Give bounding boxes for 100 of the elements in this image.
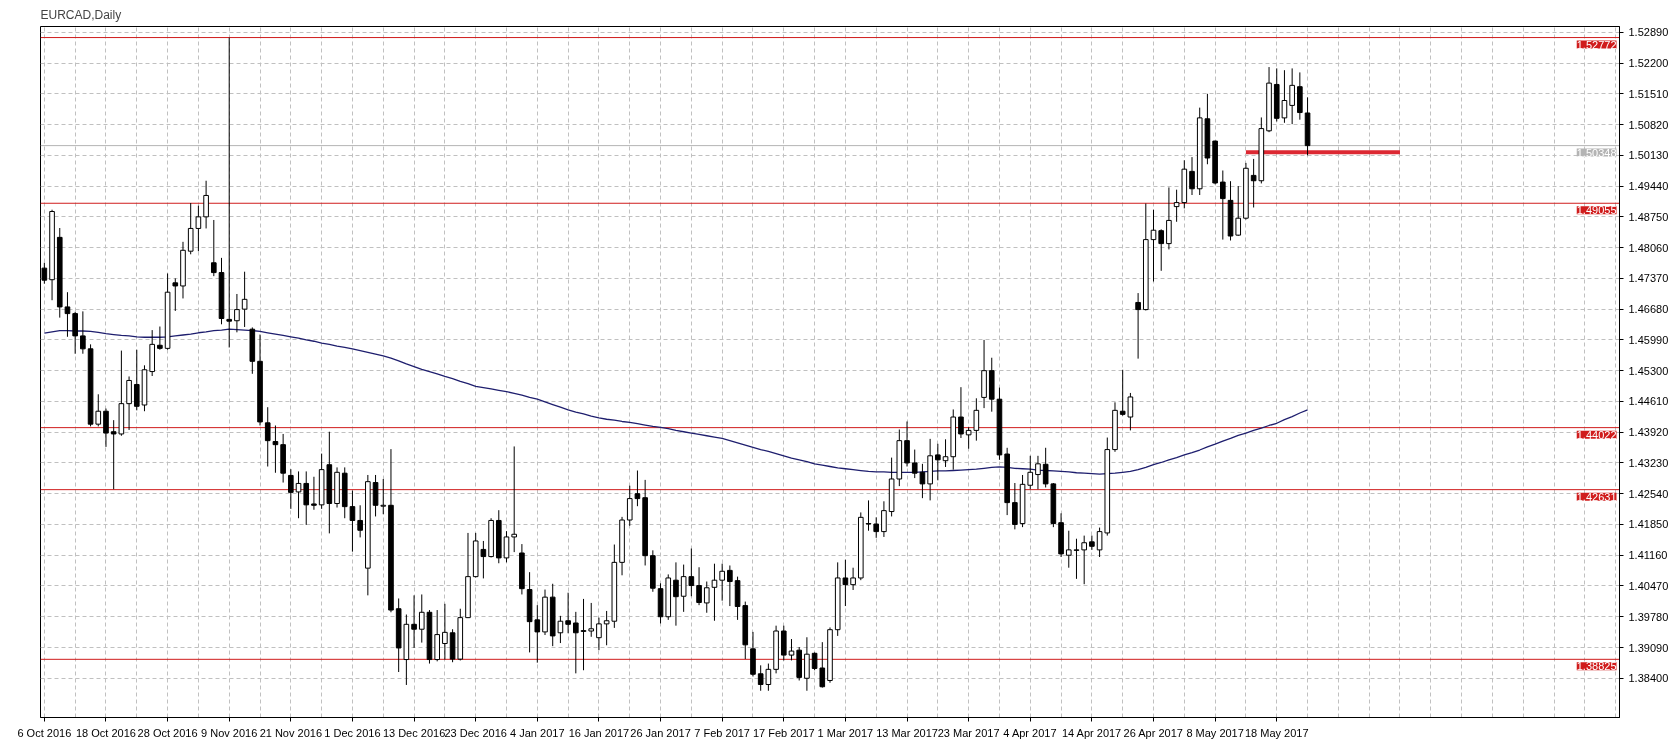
candlestick bbox=[1289, 67, 1295, 125]
candlestick bbox=[1135, 292, 1141, 360]
y-tick-label: 1.50820 bbox=[1628, 118, 1669, 131]
candlestick bbox=[1073, 538, 1080, 580]
candlestick bbox=[511, 445, 518, 553]
x-tick-label: 1 Mar 2017 bbox=[817, 726, 874, 739]
y-tick-label: 1.45300 bbox=[1628, 364, 1669, 377]
x-tick-label: 23 Mar 2017 bbox=[937, 726, 1000, 739]
chart-title: EURCAD,Daily bbox=[40, 7, 122, 22]
ref-line-label: 1.38825 bbox=[1576, 660, 1617, 673]
candlestick bbox=[865, 499, 872, 532]
x-tick-label: 28 Oct 2016 bbox=[137, 726, 198, 739]
ref-line-label: 1.52772 bbox=[1576, 38, 1617, 51]
candlestick bbox=[696, 566, 702, 606]
candlestick bbox=[418, 593, 425, 644]
candlestick bbox=[234, 293, 240, 333]
candlestick bbox=[226, 37, 233, 348]
candlestick bbox=[1235, 185, 1242, 237]
x-tick-label: 13 Dec 2016 bbox=[382, 726, 446, 739]
candlestick bbox=[295, 470, 302, 519]
y-tick-label: 1.42540 bbox=[1628, 487, 1669, 500]
x-tick-label: 14 Apr 2017 bbox=[1061, 726, 1122, 739]
candlestick bbox=[1166, 186, 1172, 250]
candlestick bbox=[881, 500, 887, 538]
x-tick-label: 21 Nov 2016 bbox=[259, 726, 323, 739]
ref-line-label: 1.42631 bbox=[1576, 490, 1617, 503]
x-tick-label: 6 Oct 2016 bbox=[17, 726, 72, 739]
candlestick bbox=[703, 581, 710, 614]
candlestick bbox=[210, 219, 217, 277]
candlestick bbox=[241, 271, 248, 328]
y-tick-label: 1.50130 bbox=[1628, 149, 1669, 162]
x-tick-label: 1 Dec 2016 bbox=[324, 726, 381, 739]
candlestick bbox=[904, 420, 910, 468]
candlestick bbox=[1035, 455, 1041, 490]
candlestick bbox=[588, 602, 595, 638]
candlestick bbox=[303, 470, 310, 526]
candlestick bbox=[573, 611, 579, 674]
candlestick bbox=[850, 567, 856, 591]
candlestick bbox=[727, 564, 733, 607]
y-tick-label: 1.39090 bbox=[1628, 641, 1669, 654]
y-tick-label: 1.48750 bbox=[1628, 210, 1669, 223]
candlestick bbox=[1042, 447, 1049, 488]
candlestick bbox=[203, 180, 209, 229]
x-tick-label: 18 May 2017 bbox=[1244, 726, 1309, 739]
x-tick-label: 9 Nov 2016 bbox=[201, 726, 258, 739]
candlestick bbox=[103, 408, 109, 448]
candlestick bbox=[380, 478, 387, 515]
y-tick-label: 1.43230 bbox=[1628, 456, 1669, 469]
candlestick bbox=[172, 277, 179, 312]
candlestick bbox=[411, 594, 417, 649]
candlestick bbox=[64, 291, 71, 338]
candlestick bbox=[1220, 170, 1226, 241]
candlestick bbox=[157, 326, 163, 351]
candlestick bbox=[942, 438, 949, 468]
y-tick-label: 1.41160 bbox=[1628, 549, 1668, 562]
candlestick bbox=[603, 610, 610, 646]
x-tick-label: 18 Oct 2016 bbox=[76, 726, 136, 739]
x-tick-label: 17 Feb 2017 bbox=[752, 726, 815, 739]
candlestick bbox=[1012, 482, 1018, 530]
candlestick bbox=[442, 603, 448, 661]
x-tick-label: 26 Jan 2017 bbox=[630, 726, 691, 739]
candlestick bbox=[1065, 530, 1072, 569]
x-tick-label: 4 Apr 2017 bbox=[1003, 726, 1057, 739]
candlestick bbox=[1189, 156, 1195, 196]
y-tick-label: 1.43920 bbox=[1628, 426, 1669, 439]
y-tick-label: 1.38400 bbox=[1628, 672, 1669, 685]
x-tick-label: 8 May 2017 bbox=[1186, 726, 1244, 739]
candlestick bbox=[264, 406, 271, 468]
candlestick bbox=[719, 563, 725, 602]
candlestick bbox=[503, 530, 510, 563]
candlestick bbox=[349, 490, 356, 553]
y-tick-label: 1.51510 bbox=[1628, 87, 1669, 100]
candlestick bbox=[935, 443, 941, 481]
candlestick bbox=[565, 592, 571, 634]
candlestick bbox=[80, 310, 86, 355]
candlestick bbox=[372, 474, 379, 517]
y-tick-label: 1.52890 bbox=[1628, 26, 1669, 39]
y-tick-label: 1.48060 bbox=[1628, 241, 1669, 254]
candlestick bbox=[311, 476, 317, 511]
y-tick-label: 1.45990 bbox=[1628, 333, 1669, 346]
candlestick bbox=[288, 468, 294, 510]
candlestick bbox=[580, 598, 587, 671]
x-tick-label: 4 Jan 2017 bbox=[510, 726, 565, 739]
candlestick bbox=[133, 349, 140, 411]
x-tick-label: 16 Jan 2017 bbox=[568, 726, 630, 739]
candlestick bbox=[958, 386, 964, 439]
x-tick-label: 13 Mar 2017 bbox=[876, 726, 938, 739]
y-tick-label: 1.49440 bbox=[1628, 180, 1669, 193]
candlestick bbox=[72, 311, 78, 355]
candlestick bbox=[1081, 535, 1087, 585]
y-tick-label: 1.47370 bbox=[1628, 272, 1669, 285]
x-tick-label: 7 Feb 2017 bbox=[694, 726, 750, 739]
y-tick-label: 1.40470 bbox=[1628, 579, 1669, 592]
candlestick bbox=[357, 504, 363, 538]
candlestick bbox=[873, 516, 880, 539]
ref-line-label: 1.44022 bbox=[1576, 428, 1617, 441]
ref-line-label: 1.49055 bbox=[1576, 204, 1617, 217]
y-tick-label: 1.52200 bbox=[1628, 57, 1669, 70]
x-tick-label: 23 Dec 2016 bbox=[444, 726, 507, 739]
y-tick-label: 1.44610 bbox=[1628, 395, 1669, 408]
